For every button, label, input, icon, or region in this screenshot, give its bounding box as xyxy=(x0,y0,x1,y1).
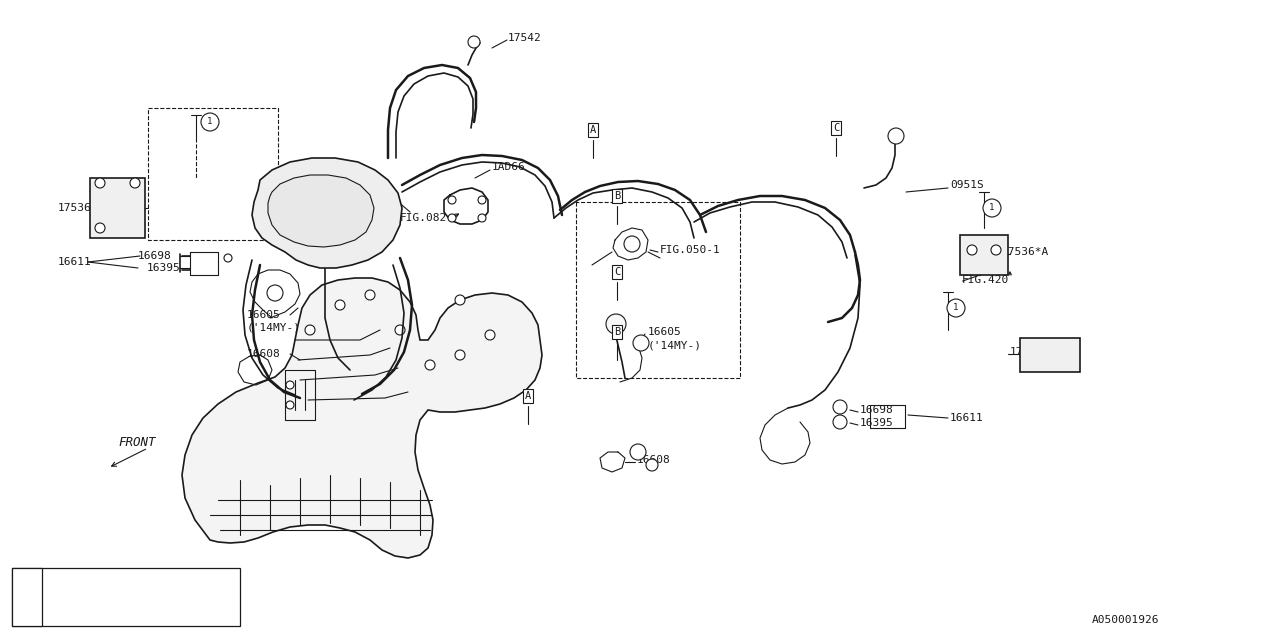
Circle shape xyxy=(285,401,294,409)
Text: FIG.082: FIG.082 xyxy=(399,213,447,223)
Text: FIG.050-3: FIG.050-3 xyxy=(332,191,393,201)
Circle shape xyxy=(833,415,847,429)
Text: A: A xyxy=(590,125,596,135)
Text: 17536*B: 17536*B xyxy=(1010,347,1057,357)
Text: A050001926: A050001926 xyxy=(1092,615,1160,625)
Text: 1: 1 xyxy=(24,593,29,602)
Text: 16698: 16698 xyxy=(860,405,893,415)
Text: A: A xyxy=(525,391,531,401)
Text: J20602 (1203-): J20602 (1203-) xyxy=(46,606,133,616)
Circle shape xyxy=(625,236,640,252)
Text: 16611: 16611 xyxy=(58,257,92,267)
Circle shape xyxy=(335,300,346,310)
Polygon shape xyxy=(268,175,374,247)
Text: 1AD66: 1AD66 xyxy=(492,162,526,172)
Circle shape xyxy=(888,128,904,144)
Circle shape xyxy=(630,444,646,460)
Circle shape xyxy=(17,587,37,607)
Text: ('14MY-): ('14MY-) xyxy=(648,340,701,350)
Text: 16605: 16605 xyxy=(247,310,280,320)
Text: 16395: 16395 xyxy=(860,418,893,428)
Circle shape xyxy=(477,214,486,222)
Text: ('14MY-): ('14MY-) xyxy=(247,323,301,333)
Circle shape xyxy=(224,254,232,262)
Text: FIG.420: FIG.420 xyxy=(963,275,1009,285)
Circle shape xyxy=(396,325,404,335)
Text: 1: 1 xyxy=(954,303,959,312)
Text: 17536*B: 17536*B xyxy=(58,203,105,213)
Circle shape xyxy=(605,314,626,334)
Text: 1: 1 xyxy=(207,118,212,127)
Polygon shape xyxy=(90,178,145,238)
Text: 0951S: 0951S xyxy=(950,180,984,190)
Circle shape xyxy=(983,199,1001,217)
Text: 17536*A: 17536*A xyxy=(1002,247,1050,257)
Text: FIG.050-1: FIG.050-1 xyxy=(660,245,721,255)
Bar xyxy=(12,568,42,626)
Circle shape xyxy=(634,335,649,351)
Text: 16608: 16608 xyxy=(247,349,280,359)
Circle shape xyxy=(454,295,465,305)
Text: 1: 1 xyxy=(989,204,995,212)
Text: 16608: 16608 xyxy=(637,455,671,465)
Circle shape xyxy=(268,285,283,301)
Circle shape xyxy=(646,459,658,471)
Circle shape xyxy=(485,330,495,340)
Polygon shape xyxy=(1020,338,1080,372)
Circle shape xyxy=(477,196,486,204)
Text: C: C xyxy=(833,123,840,133)
Circle shape xyxy=(131,178,140,188)
Circle shape xyxy=(448,214,456,222)
Circle shape xyxy=(305,325,315,335)
Text: B: B xyxy=(614,191,620,201)
Text: FRONT: FRONT xyxy=(118,435,155,449)
Circle shape xyxy=(425,360,435,370)
Text: B: B xyxy=(614,327,620,337)
Circle shape xyxy=(833,400,847,414)
Text: 0104S*A (-1203): 0104S*A (-1203) xyxy=(46,578,140,588)
Circle shape xyxy=(448,196,456,204)
Text: 16698: 16698 xyxy=(138,251,172,261)
Text: 16605: 16605 xyxy=(648,327,682,337)
Polygon shape xyxy=(182,278,541,558)
Circle shape xyxy=(468,36,480,48)
Circle shape xyxy=(454,350,465,360)
Text: C: C xyxy=(614,267,620,277)
Text: 16611: 16611 xyxy=(950,413,984,423)
Text: 17542: 17542 xyxy=(508,33,541,43)
Circle shape xyxy=(991,245,1001,255)
Text: 16395: 16395 xyxy=(147,263,180,273)
Circle shape xyxy=(365,290,375,300)
Circle shape xyxy=(285,381,294,389)
Circle shape xyxy=(201,113,219,131)
Bar xyxy=(12,568,241,626)
Circle shape xyxy=(95,223,105,233)
Circle shape xyxy=(95,178,105,188)
Circle shape xyxy=(947,299,965,317)
Polygon shape xyxy=(960,235,1009,275)
Circle shape xyxy=(966,245,977,255)
Polygon shape xyxy=(252,158,402,268)
